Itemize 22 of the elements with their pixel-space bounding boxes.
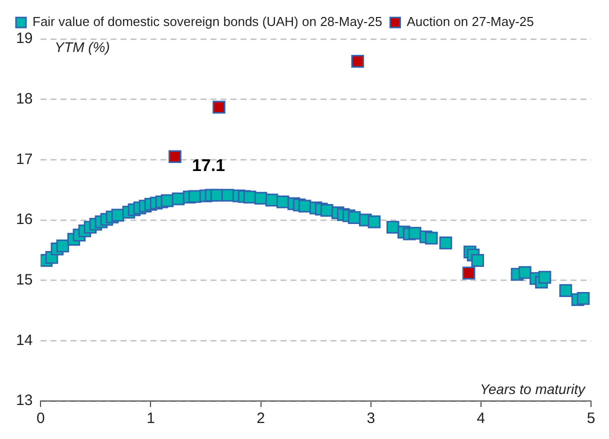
y-axis-title: YTM (%) — [54, 38, 110, 55]
y-tick-label: 15 — [16, 271, 33, 288]
legend-label: Auction on 27-May-25 — [406, 14, 534, 30]
x-axis-title: Years to maturity — [480, 380, 586, 397]
x-tick-label: 1 — [146, 410, 155, 428]
point — [168, 150, 182, 164]
point — [351, 54, 364, 68]
y-tick-label: 16 — [16, 211, 33, 228]
y-tick-label: 18 — [16, 90, 33, 108]
x-tick-label: 3 — [366, 410, 376, 428]
y-tick-label: 19 — [16, 30, 33, 48]
y-tick-label: 14 — [16, 332, 33, 349]
point — [212, 100, 226, 114]
x-tick-label: 5 — [586, 410, 596, 428]
x-tick-label: 0 — [36, 410, 45, 428]
y-tick-label: 13 — [16, 392, 33, 410]
x-tick-label: 4 — [476, 410, 486, 428]
x-tick-label: 2 — [256, 410, 265, 428]
data-label: 17.1 — [192, 156, 226, 175]
point — [462, 266, 476, 280]
legend-label: Fair value of domestic sovereign bonds (UAH) on 28-May-25 — [32, 14, 382, 30]
y-tick-label: 17 — [16, 150, 33, 168]
